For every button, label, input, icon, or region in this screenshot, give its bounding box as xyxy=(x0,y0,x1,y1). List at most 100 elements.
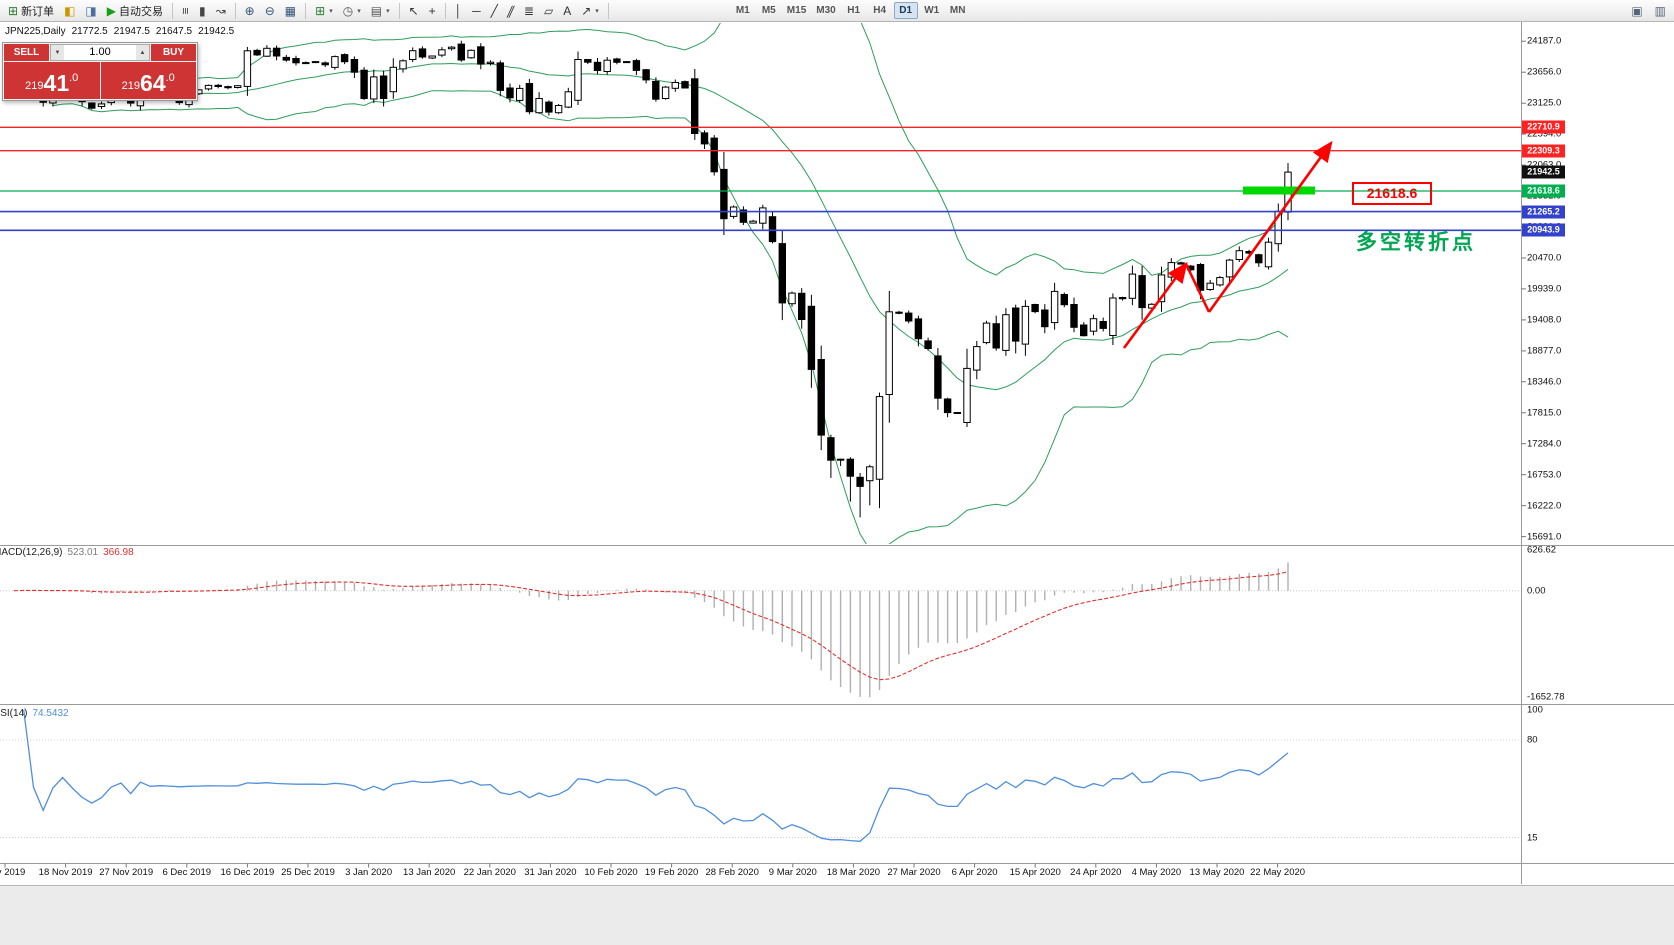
periods-button[interactable]: ◷ ▾ xyxy=(338,2,366,20)
bollinger-middle-band xyxy=(52,62,1289,391)
crosshair-button[interactable]: + xyxy=(424,2,441,20)
candle-body xyxy=(798,292,806,320)
bar-chart-button[interactable]: ≡ xyxy=(177,2,194,20)
candle-body xyxy=(593,61,602,71)
buy-price-big: 64 xyxy=(140,70,166,96)
cursor-button[interactable]: ↖ xyxy=(404,2,424,20)
candle-body xyxy=(1177,262,1185,265)
candle-body xyxy=(379,75,388,99)
trend-arrow-down[interactable] xyxy=(1184,263,1211,313)
turning-point-label[interactable]: 多空转折点 xyxy=(1356,231,1476,254)
candle-body xyxy=(1216,277,1224,286)
candle-body xyxy=(875,396,884,480)
buy-button[interactable]: BUY xyxy=(151,44,196,61)
autotrading-label: 自动交易 xyxy=(118,5,163,18)
candlestick-chart-icon: ▮ xyxy=(199,3,206,18)
templates-icon: ▤ xyxy=(370,3,383,18)
candle-body xyxy=(584,59,592,63)
candle-body xyxy=(817,359,825,436)
volume-decrease-button[interactable]: ▼ xyxy=(51,45,64,60)
shapes-button[interactable]: ▱ xyxy=(539,2,558,20)
fibonacci-button[interactable]: ≣ xyxy=(519,2,539,20)
timeframe-h1-button[interactable]: H1 xyxy=(842,2,866,19)
candle-body xyxy=(535,98,543,114)
data-window-icon: ◨ xyxy=(85,3,97,18)
toolbar-separator xyxy=(607,2,609,19)
new-chart-button[interactable]: ⊞ ▾ xyxy=(310,2,338,20)
arrow-objects-icon: ↗ xyxy=(581,3,592,18)
trend-arrows[interactable] xyxy=(1122,140,1333,349)
timeframe-d1-button[interactable]: D1 xyxy=(893,2,918,19)
timeframe-mn-button[interactable]: MN xyxy=(946,2,970,19)
candle-body xyxy=(603,59,611,73)
candle-body xyxy=(953,412,961,414)
vertical-line-button[interactable]: │ xyxy=(450,2,468,20)
timeframe-w1-button[interactable]: W1 xyxy=(920,2,944,19)
trend-arrow-up-2[interactable] xyxy=(1207,140,1333,313)
quote-low: 21647.5 xyxy=(155,26,193,37)
crosshair-icon: + xyxy=(428,3,436,18)
line-chart-button[interactable]: ↝ xyxy=(211,2,231,20)
bottom-empty-area xyxy=(0,885,1674,945)
timeframe-h4-button[interactable]: H4 xyxy=(868,2,892,19)
candle-body xyxy=(1235,250,1243,260)
volume-increase-button[interactable]: ▲ xyxy=(136,45,149,60)
candle-body xyxy=(1138,275,1146,309)
tile-windows-icon: ▦ xyxy=(284,3,297,18)
arrow-objects-button[interactable]: ↗ ▾ xyxy=(576,2,604,20)
candlestick-chart-button[interactable]: ▮ xyxy=(194,2,211,20)
sell-button[interactable]: SELL xyxy=(4,44,49,61)
timeframe-m1-button[interactable]: M1 xyxy=(731,2,755,19)
candle-body xyxy=(340,54,349,63)
open-charts-button[interactable]: ▣ xyxy=(1626,2,1647,20)
vertical-line-icon: │ xyxy=(454,3,463,18)
text-label-button[interactable]: A xyxy=(558,2,576,20)
one-click-trading-panel: SELL ▼ 1.00 ▲ BUY 219 41.0 219 64.0 xyxy=(2,42,198,101)
candle-body xyxy=(1255,254,1263,264)
trend-arrow-up-1[interactable] xyxy=(1122,261,1188,349)
candle-body xyxy=(943,398,952,414)
candle-body xyxy=(204,84,213,90)
data-window-button[interactable]: ◨ xyxy=(80,2,101,20)
window-list-button[interactable]: ▥ xyxy=(1650,2,1671,20)
candle-body xyxy=(1050,290,1059,324)
timeframe-m15-button[interactable]: M15 xyxy=(783,2,810,19)
candlesticks xyxy=(10,40,1292,518)
candle-body xyxy=(924,340,932,349)
candle-body xyxy=(691,78,699,135)
candle-body xyxy=(905,312,913,322)
rsi-indicator-label: RSI(14) 74.5432 xyxy=(0,708,69,719)
macd-name-text: MACD xyxy=(0,547,23,558)
volume-input[interactable]: 1.00 xyxy=(89,46,111,58)
tile-windows-button[interactable]: ▦ xyxy=(280,2,301,20)
bollinger-upper-band xyxy=(52,23,1289,276)
rsi-name-text: RSI xyxy=(0,708,10,719)
green-highlight-segment[interactable] xyxy=(1243,186,1315,195)
candle-body xyxy=(389,66,398,93)
line-chart-icon: ↝ xyxy=(215,3,226,18)
equidistant-channel-button[interactable]: ∥ xyxy=(503,2,519,20)
new-order-icon: ⊞ xyxy=(8,3,19,18)
trendline-button[interactable]: ╱ xyxy=(486,2,503,20)
candle-body xyxy=(292,58,300,64)
macd-params-text: (12,26,9) xyxy=(22,547,63,558)
buy-price-button[interactable]: 219 64.0 xyxy=(100,62,196,99)
sell-price-button[interactable]: 219 41.0 xyxy=(4,62,100,99)
horizontal-line-button[interactable]: ─ xyxy=(467,2,486,20)
candle-body xyxy=(438,49,446,56)
timeframe-m5-button[interactable]: M5 xyxy=(757,2,781,19)
autotrading-button[interactable]: ▶ 自动交易 xyxy=(102,2,168,20)
zoom-out-button[interactable]: ⊖ xyxy=(260,2,280,20)
timeframe-m30-button[interactable]: M30 xyxy=(812,2,839,19)
new-order-button[interactable]: ⊞ 新订单 xyxy=(3,2,59,20)
candle-body xyxy=(564,91,572,108)
candle-body xyxy=(234,85,242,88)
market-watch-button[interactable]: ◧ xyxy=(59,2,80,20)
templates-button[interactable]: ▤ ▾ xyxy=(366,2,395,20)
zoom-in-button[interactable]: ⊕ xyxy=(240,2,260,20)
price-annotation-box[interactable]: 21618.6 xyxy=(1352,182,1432,205)
candle-body xyxy=(1012,307,1020,342)
macd-signal-line xyxy=(13,571,1289,681)
candle-body xyxy=(243,50,252,87)
